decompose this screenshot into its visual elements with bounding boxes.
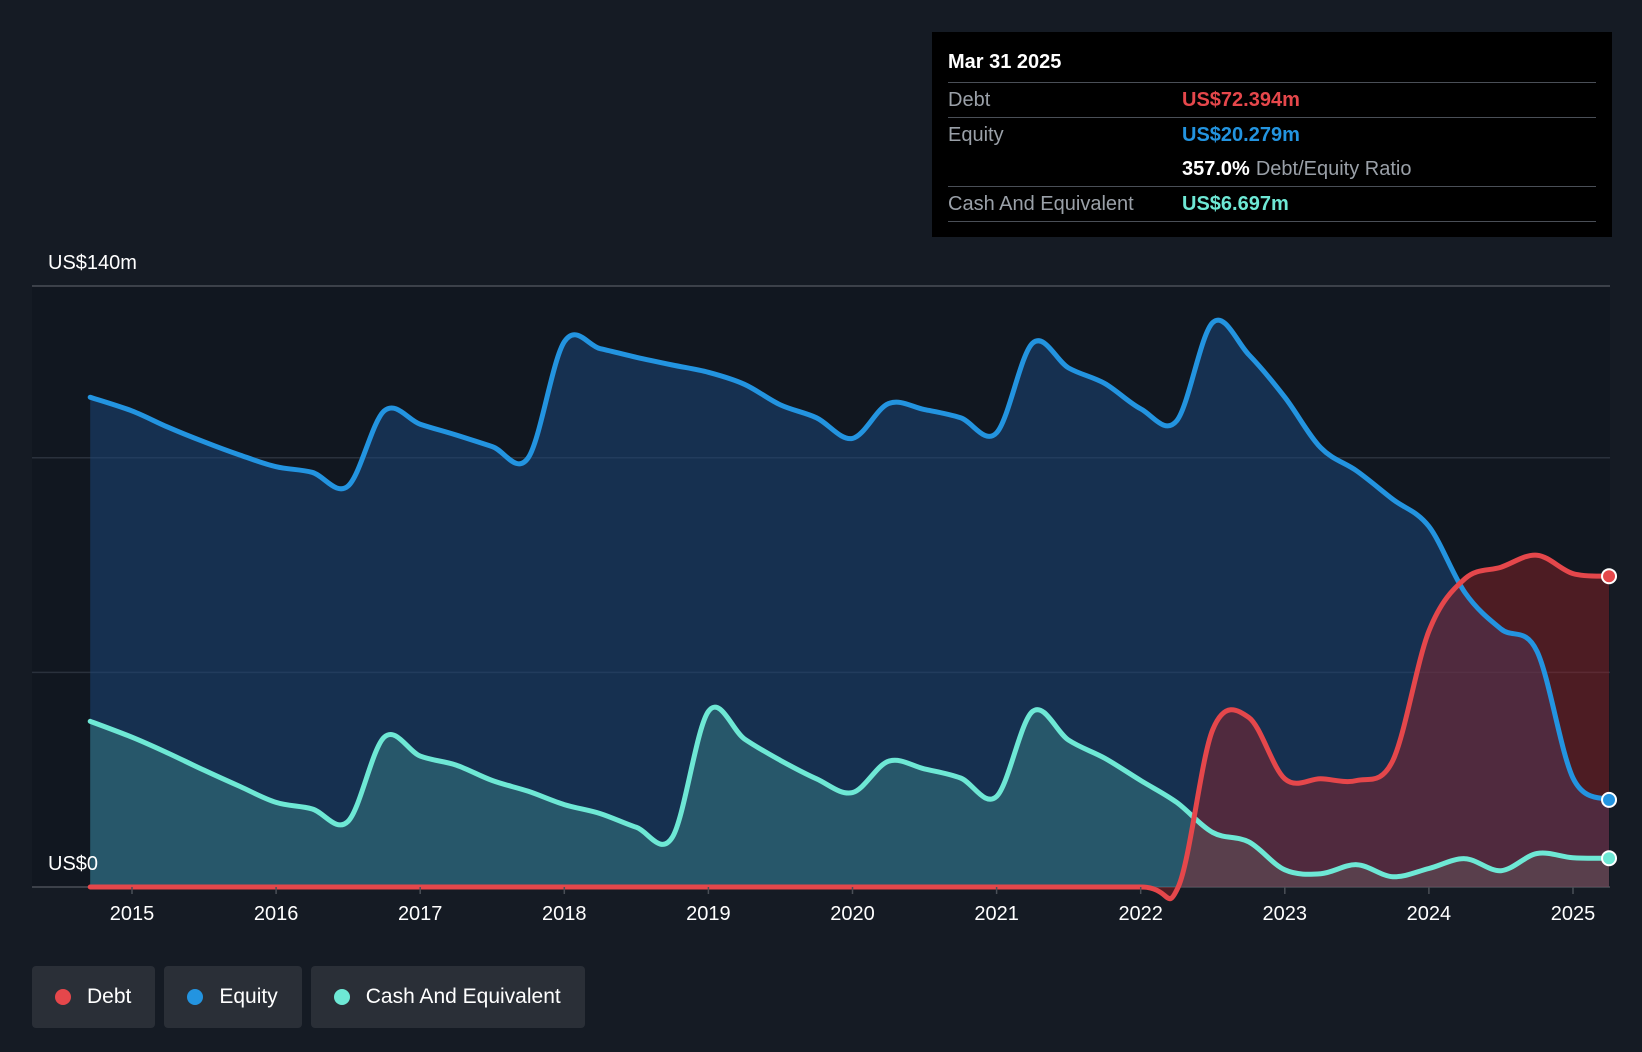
equity-line xyxy=(87,317,1612,803)
tooltip-equity-label: Equity xyxy=(948,123,1004,146)
tooltip-row-cash: Cash And Equivalent US$6.697m xyxy=(948,187,1596,222)
x-tick-label-2015: 2015 xyxy=(110,903,155,925)
series-areas xyxy=(90,320,1610,899)
tooltip-row-debt: Debt US$72.394m xyxy=(948,83,1596,118)
x-tick-label-2024: 2024 xyxy=(1407,903,1452,925)
x-tick-label-2021: 2021 xyxy=(974,903,1019,925)
series-lines xyxy=(87,317,1612,902)
tooltip-ratio-label: Debt/Equity Ratio xyxy=(1255,157,1412,180)
x-tick-label-2017: 2017 xyxy=(398,903,443,925)
cash-area xyxy=(90,707,1610,887)
tooltip-cash-label: Cash And Equivalent xyxy=(948,192,1134,215)
tooltip-date: Mar 31 2025 xyxy=(948,48,1596,83)
hover-tooltip: Mar 31 2025 Debt US$72.394m Equity US$20… xyxy=(932,32,1612,237)
x-tick-label-2016: 2016 xyxy=(254,903,299,925)
tooltip-row-equity: Equity US$20.279m xyxy=(948,118,1596,152)
x-tick-label-2025: 2025 xyxy=(1551,903,1596,925)
x-axis-ticks: 2015 2016 2017 2018 2019 2020 2021 2022 2023 2024… xyxy=(110,887,1596,925)
legend-debt-label: Debt xyxy=(87,985,132,1008)
tooltip-row-ratio: 357.0% Debt/Equity Ratio xyxy=(948,152,1596,187)
cash-dot-icon xyxy=(333,989,350,1005)
x-tick-label-2018: 2018 xyxy=(542,903,587,925)
tooltip-debt-value: US$72.394m xyxy=(1182,88,1300,111)
legend-toggle-debt[interactable]: Debt xyxy=(32,966,156,1028)
tooltip-cash-value: US$6.697m xyxy=(1182,192,1289,215)
debt-dot-icon xyxy=(55,989,71,1005)
legend-equity-label: Equity xyxy=(219,985,278,1008)
x-tick-label-2022: 2022 xyxy=(1118,903,1163,925)
y-axis-top-label: US$140m xyxy=(48,252,137,274)
equity-dot-icon xyxy=(187,989,204,1005)
cash-line xyxy=(87,704,1612,880)
debt-line xyxy=(87,552,1612,902)
x-tick-label-2023: 2023 xyxy=(1263,903,1308,925)
y-axis-zero-label: US$0 xyxy=(48,853,98,875)
chart-legend: Debt Equity Cash And Equivalent xyxy=(32,966,585,1028)
cash-end-marker xyxy=(1601,850,1618,867)
x-tick-label-2019: 2019 xyxy=(686,903,731,925)
legend-toggle-cash[interactable]: Cash And Equivalent xyxy=(310,966,585,1028)
legend-toggle-equity[interactable]: Equity xyxy=(164,966,302,1028)
x-tick-label-2020: 2020 xyxy=(830,903,875,925)
tooltip-debt-label: Debt xyxy=(948,88,991,111)
series-end-markers xyxy=(1601,568,1618,867)
tooltip-ratio-value: 357.0% xyxy=(1182,157,1250,180)
tooltip-equity-value: US$20.279m xyxy=(1182,123,1300,146)
debt-end-marker xyxy=(1601,568,1618,585)
equity-area xyxy=(90,320,1610,887)
debt-area xyxy=(90,555,1610,899)
legend-cash-label: Cash And Equivalent xyxy=(365,985,561,1008)
equity-end-marker xyxy=(1601,791,1618,808)
